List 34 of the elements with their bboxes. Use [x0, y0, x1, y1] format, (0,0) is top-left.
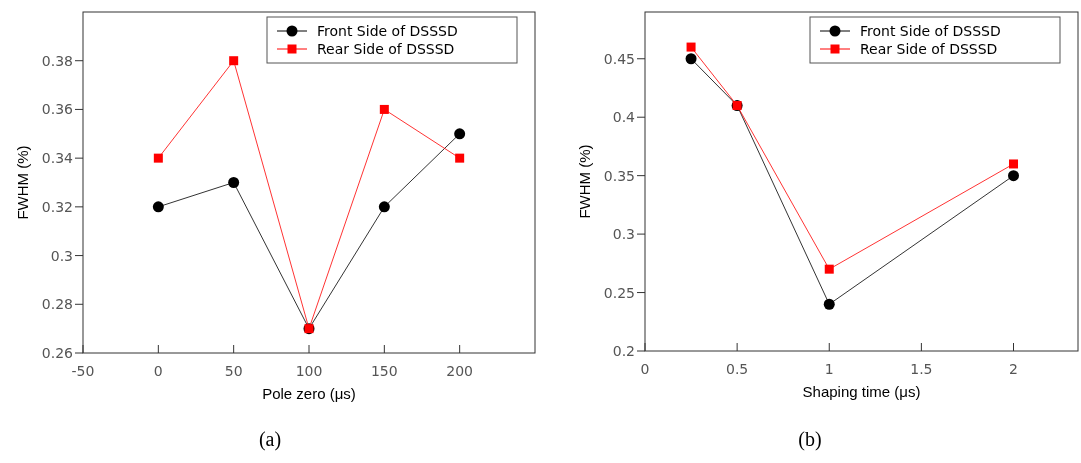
legend-label: Front Side of DSSSD: [860, 23, 1001, 39]
y-tick-label: 0.4: [612, 109, 636, 126]
x-tick-label: 0.5: [725, 361, 749, 377]
y-tick-label: 0.2: [612, 343, 635, 359]
y-tick-label: 0.28: [41, 296, 73, 313]
x-tick-label: 200: [446, 363, 474, 379]
legend-label: Rear Side of DSSSD: [860, 41, 998, 57]
x-tick-label: 50: [224, 363, 243, 379]
y-tick-label: 0.34: [41, 150, 74, 167]
y-axis-title: FWHM (%): [14, 145, 31, 220]
x-tick-label: 100: [295, 363, 323, 379]
y-tick-label: 0.32: [41, 198, 73, 215]
text: (b): [798, 428, 822, 451]
y-tick-label: 0.26: [41, 345, 74, 361]
x-tick-label: 2: [1009, 361, 1018, 377]
x-axis-title: Pole zero (μs): [262, 385, 356, 402]
y-axis-title: FWHM (%): [576, 144, 593, 219]
x-tick-label: 1.5: [910, 361, 933, 377]
y-tick-label: 0.45: [603, 50, 635, 67]
text: (a): [258, 428, 282, 451]
x-tick-label: 0: [153, 363, 163, 379]
x-tick-label: 0: [640, 361, 650, 377]
y-tick-label: 0.38: [41, 52, 73, 69]
x-tick-label: 1: [824, 361, 834, 377]
y-tick-label: 0.25: [603, 284, 635, 301]
x-tick-label: -50: [71, 363, 95, 379]
y-tick-label: 0.35: [603, 167, 635, 184]
legend-label: Front Side of DSSSD: [317, 23, 458, 39]
x-axis-title: Shaping time (μs): [802, 383, 921, 400]
y-tick-label: 0.36: [41, 101, 74, 118]
x-tick-label: 150: [370, 363, 398, 379]
y-tick-label: 0.3: [612, 226, 635, 243]
legend-label: Rear Side of DSSSD: [317, 41, 455, 57]
y-tick-label: 0.3: [50, 247, 73, 264]
